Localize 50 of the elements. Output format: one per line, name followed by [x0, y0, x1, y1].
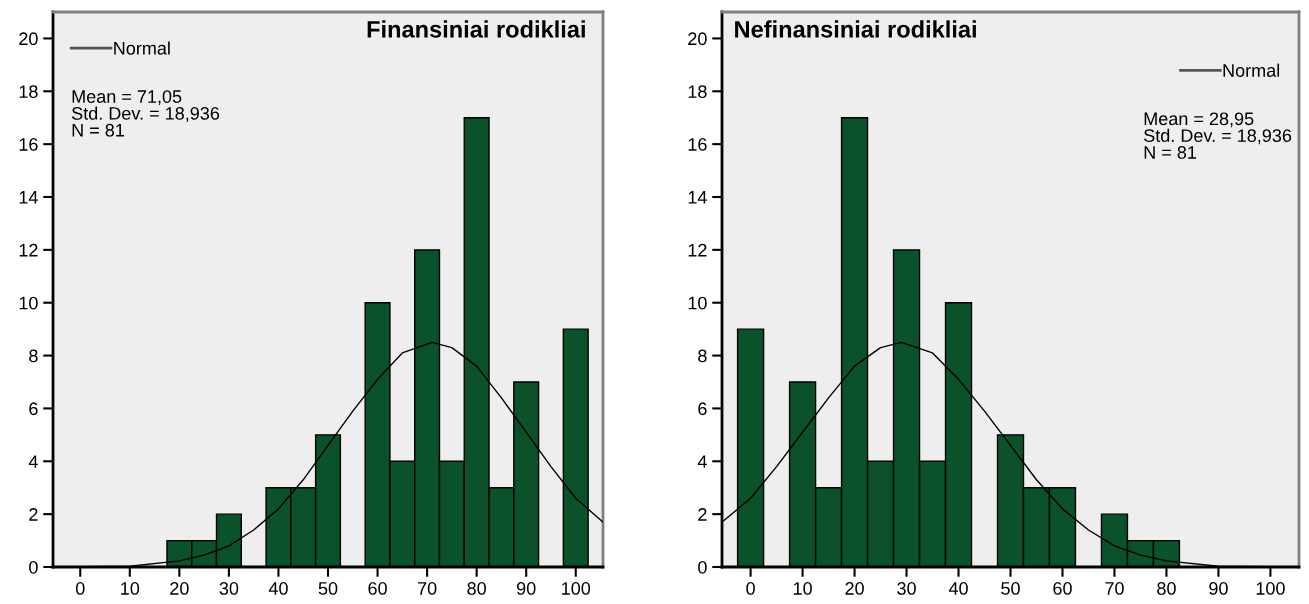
y-tick-label: 18 — [19, 85, 38, 99]
y-tick-label: 2 — [29, 508, 38, 521]
y-tick-label: 8 — [698, 349, 707, 363]
annotation: Mean = 71,05 Std. Dev. = 18,936 N = 81 — [71, 90, 220, 137]
y-tick-label: 10 — [19, 296, 38, 310]
x-tick-label: 40 — [948, 582, 968, 595]
y-tick-label: 10 — [688, 296, 707, 310]
y-tick-label: 18 — [688, 85, 707, 99]
text: Normal — [114, 41, 170, 55]
y-tick-label: 16 — [688, 138, 707, 151]
annotation: Mean = 28,95 Std. Dev. = 18,936 N = 81 — [1144, 112, 1292, 159]
y-tick-label: 0 — [29, 560, 38, 574]
x-tick-label: 50 — [1001, 582, 1020, 595]
x-tick-label: 40 — [268, 582, 288, 595]
x-tick-label: 90 — [517, 582, 536, 595]
x-tick-label: 70 — [417, 582, 437, 595]
x-tick-label: 20 — [170, 582, 189, 595]
x-tick-label: 80 — [1157, 582, 1176, 595]
x-tick-label: 100 — [562, 582, 591, 595]
x-tick-label: 20 — [845, 582, 864, 595]
x-tick-label: 80 — [467, 582, 486, 595]
y-tick-label: 20 — [19, 32, 38, 46]
y-tick-label: 12 — [688, 243, 707, 257]
x-tick-label: 10 — [793, 582, 812, 595]
y-tick-label: 20 — [688, 32, 707, 46]
y-tick-label: 4 — [697, 455, 707, 468]
y-tick-label: 4 — [28, 455, 38, 468]
x-tick-label: 10 — [121, 582, 140, 595]
x-tick-label: 100 — [1256, 582, 1285, 595]
chart-title: Nefinansiniai rodikliai — [735, 20, 976, 38]
y-tick-label: 14 — [688, 191, 707, 204]
x-tick-label: 30 — [219, 582, 239, 595]
x-tick-label: 60 — [1053, 582, 1072, 595]
x-tick-label: 60 — [368, 582, 387, 595]
y-tick-label: 0 — [698, 560, 707, 574]
text: Normal — [1223, 63, 1280, 77]
y-tick-label: 2 — [698, 508, 707, 521]
y-tick-label: 8 — [29, 349, 38, 363]
y-tick-label: 6 — [698, 402, 707, 416]
x-tick-label: 0 — [75, 582, 85, 595]
chart-title: Finansiniai rodikliai — [367, 20, 585, 38]
x-tick-label: 70 — [1105, 582, 1124, 595]
x-tick-label: 90 — [1209, 582, 1228, 595]
y-tick-label: 6 — [29, 402, 38, 416]
y-tick-label: 16 — [19, 138, 38, 151]
y-tick-label: 14 — [19, 191, 38, 204]
y-tick-label: 12 — [19, 243, 38, 257]
x-tick-label: 0 — [746, 582, 755, 595]
x-tick-label: 50 — [318, 582, 338, 595]
x-tick-label: 30 — [897, 582, 916, 595]
